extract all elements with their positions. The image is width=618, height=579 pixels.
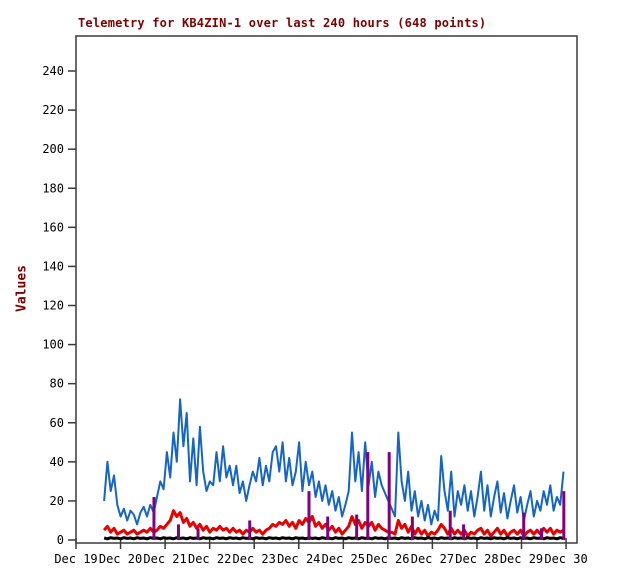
channel-black-line <box>103 536 564 541</box>
y-axis-tick-label: 180 <box>42 181 64 195</box>
y-axis-tick-label: 240 <box>42 64 64 78</box>
y-axis-tick-label: 160 <box>42 220 64 234</box>
chart-title: Telemetry for KB4ZIN-1 over last 240 hou… <box>78 16 487 30</box>
x-axis-tick-label: Dec 20 <box>99 552 142 566</box>
y-axis-tick-label: 80 <box>50 377 64 391</box>
x-axis-tick-label: Dec 27 <box>411 552 454 566</box>
y-axis-tick-label: 220 <box>42 103 64 117</box>
channel-blue-line <box>103 398 565 526</box>
x-axis-tick-label: Dec 29 <box>500 552 543 566</box>
y-axis-label: Values <box>14 265 30 312</box>
y-axis-tick-label: 20 <box>50 494 64 508</box>
x-axis-tick-label: Dec 24 <box>277 552 320 566</box>
x-axis-tick-label: Dec 23 <box>233 552 276 566</box>
x-axis-tick-label: Dec 19 <box>54 552 97 566</box>
x-axis-tick-label: Dec 25 <box>322 552 365 566</box>
y-axis-tick-label: 100 <box>42 338 64 352</box>
y-axis-tick-label: 140 <box>42 259 64 273</box>
x-axis-tick-label: Dec 21 <box>143 552 186 566</box>
y-axis-tick-label: 40 <box>50 455 64 469</box>
y-axis-tick-label: 120 <box>42 299 64 313</box>
plot-border <box>75 35 578 544</box>
channel-red-line <box>102 509 565 538</box>
x-axis-tick-label: Dec 22 <box>188 552 231 566</box>
x-axis-tick-label: Dec 28 <box>455 552 498 566</box>
y-axis-tick-label: 0 <box>57 533 64 547</box>
x-axis-tick-label: Dec 26 <box>366 552 409 566</box>
x-axis-tick-label: Dec 30 <box>544 552 587 566</box>
y-axis-tick-label: 200 <box>42 142 64 156</box>
y-axis-tick-label: 60 <box>50 416 64 430</box>
